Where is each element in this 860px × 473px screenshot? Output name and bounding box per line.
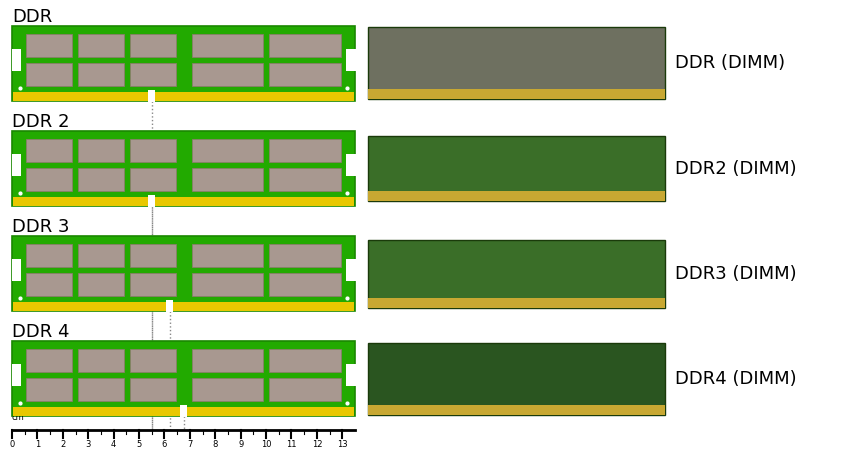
Text: DDR4 (DIMM): DDR4 (DIMM) (675, 369, 796, 387)
Text: cm: cm (12, 413, 25, 422)
Bar (368, 27, 665, 99)
Bar (11, 154, 21, 176)
Text: 2: 2 (60, 440, 65, 449)
Bar (156, 92, 354, 101)
Bar (346, 154, 355, 176)
Bar (26, 273, 72, 296)
Text: 3: 3 (85, 440, 91, 449)
Bar (173, 302, 354, 311)
Bar (11, 364, 21, 386)
Bar (192, 139, 263, 162)
Bar (269, 244, 341, 267)
Bar (192, 378, 263, 401)
Bar (12, 131, 355, 206)
Text: 7: 7 (187, 440, 193, 449)
Bar (346, 259, 355, 281)
Bar (130, 273, 175, 296)
Bar (269, 34, 341, 57)
Bar (368, 298, 665, 307)
Bar (26, 63, 72, 86)
Bar (130, 63, 175, 86)
Bar (187, 407, 354, 416)
Bar (13, 92, 149, 101)
Bar (12, 341, 355, 416)
Bar (156, 197, 354, 206)
Bar (368, 239, 665, 307)
Bar (12, 236, 355, 311)
Text: 10: 10 (261, 440, 271, 449)
Bar (78, 244, 124, 267)
Bar (192, 63, 263, 86)
Bar (78, 139, 124, 162)
Text: DDR 4: DDR 4 (12, 323, 70, 341)
Bar (192, 168, 263, 191)
Bar (130, 168, 175, 191)
Text: 6: 6 (162, 440, 167, 449)
Bar (166, 300, 173, 312)
Bar (26, 349, 72, 372)
Bar (180, 405, 187, 417)
Bar (368, 342, 665, 414)
Bar (192, 273, 263, 296)
Bar (269, 378, 341, 401)
Bar (130, 139, 175, 162)
Bar (13, 302, 166, 311)
Bar (269, 168, 341, 191)
Bar (78, 34, 124, 57)
Text: 0: 0 (9, 440, 15, 449)
Bar (13, 197, 149, 206)
Bar (26, 244, 72, 267)
Bar (192, 244, 263, 267)
Bar (26, 34, 72, 57)
Bar (269, 139, 341, 162)
Bar (26, 378, 72, 401)
Bar (78, 273, 124, 296)
Text: 8: 8 (212, 440, 218, 449)
Bar (192, 349, 263, 372)
Bar (368, 404, 665, 414)
Bar (130, 34, 175, 57)
Text: 1: 1 (34, 440, 40, 449)
Bar (78, 63, 124, 86)
Text: 11: 11 (286, 440, 297, 449)
Text: DDR 3: DDR 3 (12, 218, 70, 236)
Text: 5: 5 (137, 440, 142, 449)
Bar (269, 273, 341, 296)
Bar (78, 168, 124, 191)
Text: 9: 9 (238, 440, 243, 449)
Bar (149, 90, 156, 102)
Bar (78, 349, 124, 372)
Text: DDR (DIMM): DDR (DIMM) (675, 54, 785, 72)
Text: DDR2 (DIMM): DDR2 (DIMM) (675, 159, 796, 177)
Bar (130, 349, 175, 372)
Bar (368, 136, 665, 201)
Text: DDR: DDR (12, 8, 52, 26)
Bar (346, 364, 355, 386)
Bar (192, 34, 263, 57)
Bar (149, 195, 156, 207)
Bar (368, 89, 665, 99)
Bar (78, 378, 124, 401)
Bar (26, 168, 72, 191)
Bar (269, 63, 341, 86)
Text: DDR3 (DIMM): DDR3 (DIMM) (675, 264, 796, 282)
Bar (130, 378, 175, 401)
Bar (11, 49, 21, 71)
Bar (346, 49, 355, 71)
Bar (26, 139, 72, 162)
Text: 4: 4 (111, 440, 116, 449)
Bar (11, 259, 21, 281)
Text: DDR 2: DDR 2 (12, 113, 70, 131)
Text: 13: 13 (337, 440, 347, 449)
Bar (368, 191, 665, 201)
Bar (13, 407, 180, 416)
Text: 12: 12 (311, 440, 322, 449)
Bar (130, 244, 175, 267)
Bar (269, 349, 341, 372)
Bar (12, 26, 355, 101)
